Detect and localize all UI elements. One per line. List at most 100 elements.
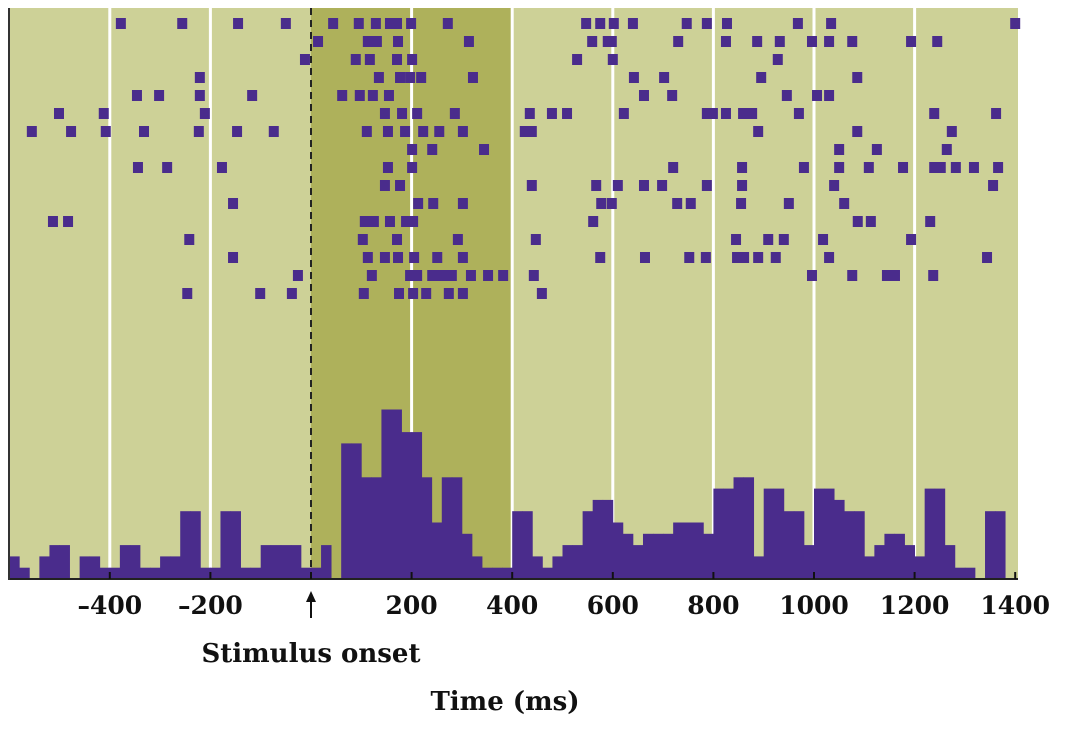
histogram-bar [612,522,624,579]
spike-mark [736,198,747,209]
spike-mark [701,18,712,29]
spike-mark [132,162,143,173]
spike-mark [588,216,599,227]
psth-histogram [9,409,1006,579]
histogram-bar [492,567,503,579]
histogram-bar [914,556,926,579]
spike-mark [433,270,444,281]
spike-mark [199,108,210,119]
spike-mark [806,36,817,47]
histogram-bar [170,556,181,579]
spike-mark [818,234,829,245]
spike-mark [442,18,453,29]
spike-mark [606,36,617,47]
histogram-bar [864,556,875,579]
spike-mark [581,18,592,29]
spike-mark [829,180,840,191]
spike-mark [98,108,109,119]
histogram-bar [361,477,372,579]
spike-mark [941,144,952,155]
spike-mark [968,162,979,173]
spike-mark [781,90,792,101]
spike-mark [139,126,150,137]
spike-mark [928,270,939,281]
histogram-bar [280,545,292,579]
spike-mark [526,126,537,137]
spike-mark [834,162,845,173]
histogram-bar [552,556,563,579]
histogram-bar [321,545,332,579]
histogram-bar [502,567,513,579]
histogram-bar [109,567,121,579]
spike-mark [701,180,712,191]
histogram-bar [713,488,724,579]
spike-mark [393,252,404,263]
histogram-bar [260,545,272,579]
histogram-bar [79,556,91,579]
spike-mark [812,90,823,101]
spike-mark [929,108,940,119]
spike-mark [407,54,418,65]
spike-mark [392,54,403,65]
spike-mark [427,144,438,155]
histogram-bar [582,511,594,579]
spike-mark [737,180,748,191]
spike-mark [483,270,494,281]
spike-mark [452,234,463,245]
histogram-bar [562,545,573,579]
histogram-bar [190,511,201,579]
spike-mark [778,234,789,245]
histogram-bar [371,477,382,579]
spike-mark [412,270,423,281]
spike-mark [595,252,606,263]
spike-mark [400,126,411,137]
x-tick-label: –200 [178,591,243,620]
spike-mark [607,54,618,65]
spike-mark [528,270,539,281]
histogram-bar [290,545,302,579]
histogram-bar [773,488,785,579]
spike-mark [824,36,835,47]
spike-mark [824,252,835,263]
spike-mark [359,216,370,227]
histogram-bar [180,511,191,579]
spike-mark [721,18,732,29]
histogram-bar [441,477,453,579]
spike-mark [366,270,377,281]
spike-mark [361,126,372,137]
spike-mark [991,108,1002,119]
spike-mark [731,234,742,245]
x-tick-label: 1000 [779,591,849,620]
spike-mark [732,252,743,263]
spike-mark [739,252,750,263]
spike-mark [370,18,381,29]
histogram-bar [482,567,493,579]
spike-mark [313,36,324,47]
histogram-bar [995,511,1006,579]
spike-mark [228,198,239,209]
histogram-bar [854,511,865,579]
spike-mark [932,36,943,47]
spike-mark [881,270,892,281]
spike-mark [806,270,817,281]
spike-mark [612,180,623,191]
histogram-bar [200,567,211,579]
spike-mark [299,54,310,65]
spike-mark [434,126,445,137]
histogram-bar [834,499,845,579]
spike-mark [865,216,876,227]
spike-mark [839,198,850,209]
histogram-bar [703,533,714,579]
histogram-bar [300,567,312,579]
spike-mark [595,18,606,29]
spike-mark [638,180,649,191]
spike-mark [394,288,405,299]
spike-mark [446,270,457,281]
spike-mark [393,36,404,47]
spike-mark [1010,18,1021,29]
spike-mark [606,198,617,209]
spike-mark [418,126,429,137]
histogram-bar [824,488,835,579]
histogram-bar [793,511,805,579]
histogram-bar [431,522,443,579]
